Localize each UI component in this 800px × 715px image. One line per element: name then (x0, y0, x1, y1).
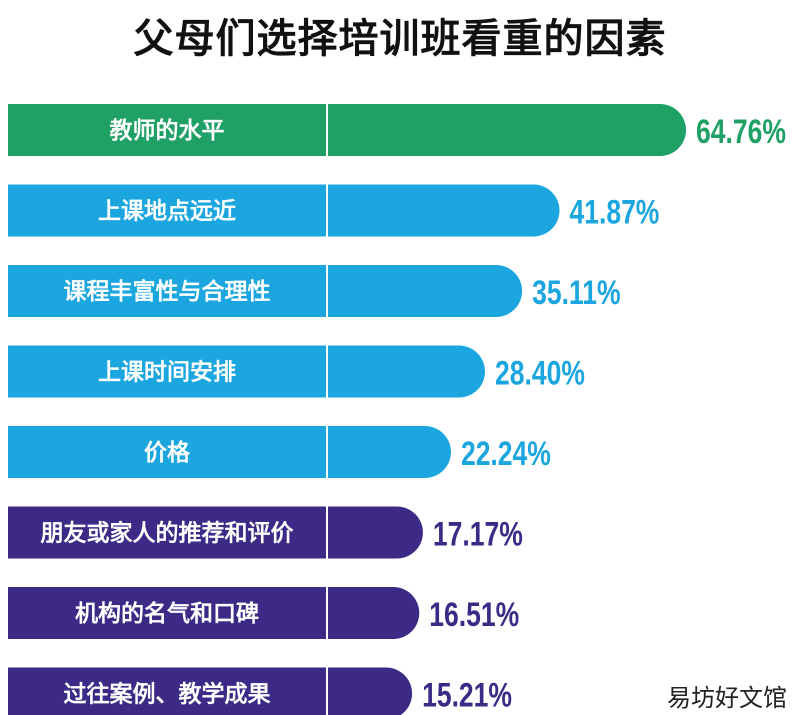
value-label: 64.76% (696, 113, 786, 151)
value-bar (328, 265, 523, 317)
category-label: 上课地点远近 (98, 199, 236, 225)
category-label-box (8, 667, 326, 715)
category-label: 朋友或家人的推荐和评价 (41, 520, 295, 547)
bar-row: 上课地点远近 41.87% (8, 184, 659, 237)
category-label-box (8, 345, 326, 398)
value-bar (328, 587, 420, 639)
category-label-box (8, 104, 326, 156)
value-bar (328, 506, 423, 559)
category-label-box (8, 265, 326, 317)
category-label: 过往案例、教学成果 (64, 681, 271, 708)
value-label: 41.87% (569, 193, 659, 231)
category-label-box (8, 426, 326, 478)
bar-row: 机构的名气和口碑 16.51% (8, 587, 519, 639)
category-label: 上课时间安排 (98, 359, 236, 386)
category-label: 教师的水平 (110, 117, 225, 144)
value-label: 16.51% (429, 596, 519, 634)
bar-row: 课程丰富性与合理性 35.11% (8, 265, 621, 317)
value-label: 17.17% (433, 515, 523, 553)
value-bar (328, 667, 413, 715)
value-bar (328, 104, 686, 156)
bar-row: 价格 22.24% (8, 426, 551, 478)
watermark: 易坊好文馆 (654, 675, 800, 715)
bar-row: 朋友或家人的推荐和评价 17.17% (8, 506, 523, 559)
value-bar (328, 426, 451, 478)
category-label-box (8, 587, 326, 639)
bar-row: 教师的水平 64.76% (8, 104, 786, 156)
bar-row: 过往案例、教学成果 15.21% (8, 667, 512, 715)
chart-title: 父母们选择培训班看重的因素 (133, 15, 667, 62)
category-label: 课程丰富性与合理性 (64, 278, 271, 305)
bar-row: 上课时间安排 28.40% (8, 345, 585, 398)
category-label-box (8, 184, 326, 237)
value-label: 22.24% (461, 435, 551, 473)
value-label: 35.11% (532, 274, 620, 312)
value-label: 28.40% (495, 354, 585, 392)
category-label: 机构的名气和口碑 (75, 600, 259, 627)
category-label-box (8, 506, 326, 559)
value-label: 15.21% (422, 676, 512, 714)
value-bar (328, 184, 560, 237)
category-label: 价格 (144, 439, 191, 466)
value-bar (328, 345, 485, 398)
